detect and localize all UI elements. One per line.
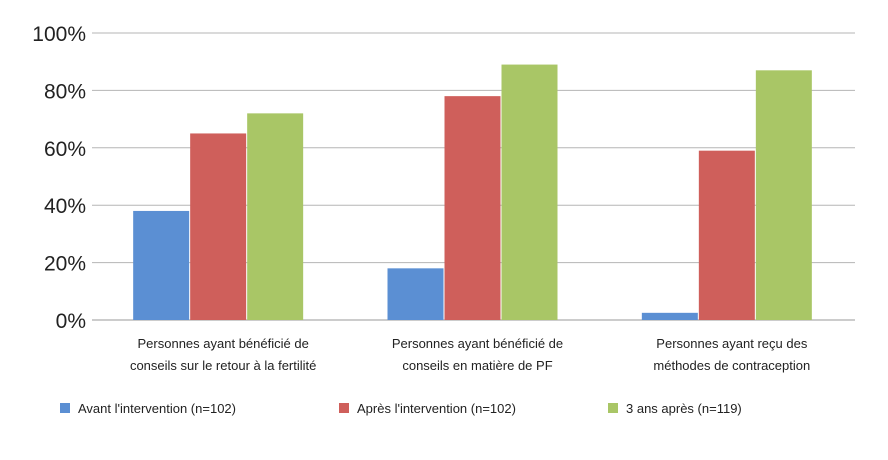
bar <box>698 150 755 320</box>
bar <box>501 64 558 320</box>
legend-swatch <box>608 403 618 413</box>
y-tick-label: 60% <box>44 138 86 161</box>
category-label: Personnes ayant reçu des <box>656 336 808 351</box>
legend-swatch <box>60 403 70 413</box>
legend-label: Avant l'intervention (n=102) <box>78 401 236 416</box>
bar <box>247 113 304 320</box>
bar <box>641 312 698 320</box>
bar <box>190 133 247 320</box>
category-label: méthodes de contraception <box>653 358 810 373</box>
category-label: Personnes ayant bénéficié de <box>138 336 309 351</box>
y-tick-label: 40% <box>44 195 86 218</box>
category-label: Personnes ayant bénéficié de <box>392 336 563 351</box>
y-tick-label: 0% <box>56 310 86 333</box>
legend-label: Après l'intervention (n=102) <box>357 401 516 416</box>
category-label: conseils sur le retour à la fertilité <box>130 358 316 373</box>
bar <box>133 210 190 320</box>
legend-label: 3 ans après (n=119) <box>626 401 742 416</box>
y-tick-label: 20% <box>44 253 86 276</box>
bar <box>444 96 501 320</box>
category-label: conseils en matière de PF <box>402 358 552 373</box>
bar <box>387 268 444 320</box>
bar <box>755 70 812 320</box>
category-labels: Personnes ayant bénéficié de conseils sur… <box>130 336 810 373</box>
legend-swatch <box>339 403 349 413</box>
y-tick-label: 80% <box>44 80 86 103</box>
bars <box>133 64 812 320</box>
y-axis-ticks: 0% 20% 40% 60% 80% 100% <box>32 23 86 333</box>
y-tick-label: 100% <box>32 23 86 46</box>
legend: Avant l'intervention (n=102) Après l'inte… <box>60 401 742 416</box>
